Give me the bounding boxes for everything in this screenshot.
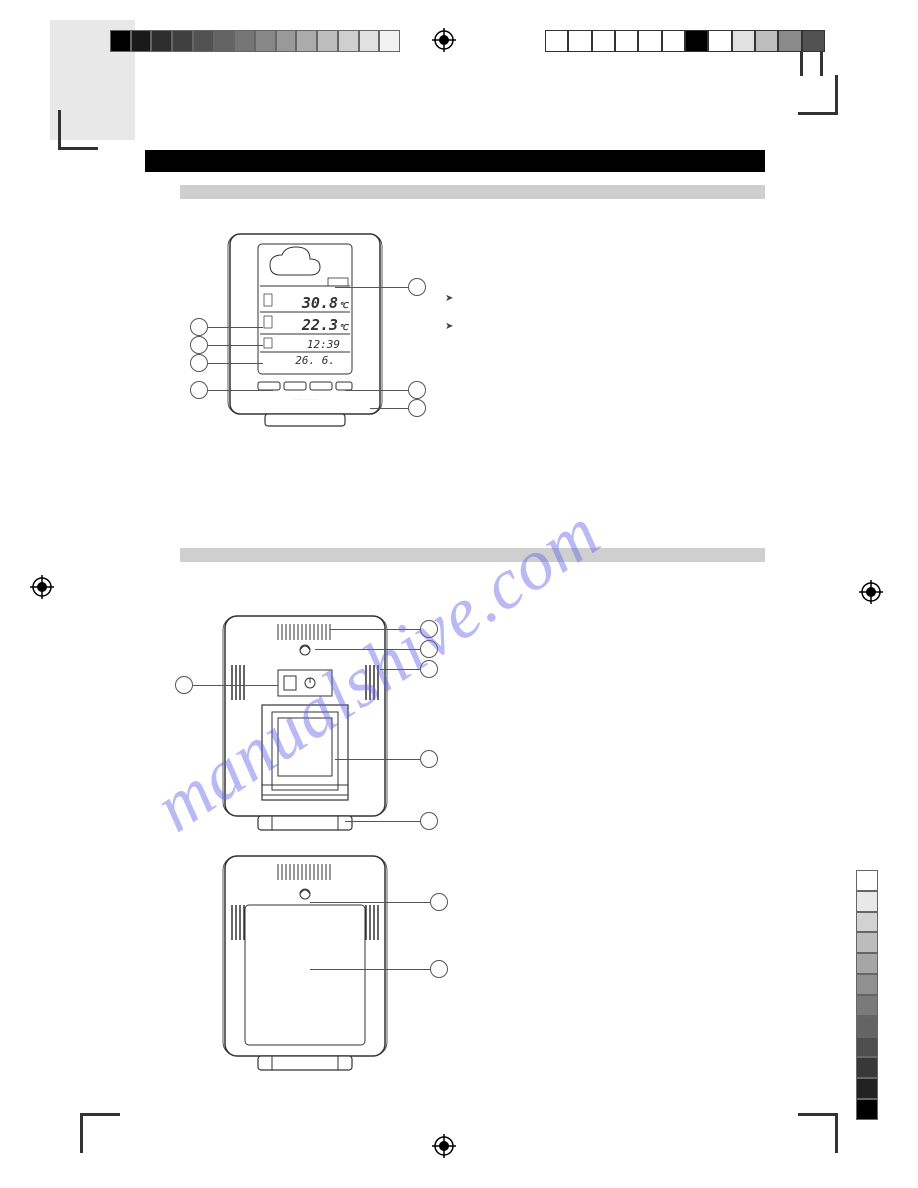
callout-back2-right-1 (430, 893, 448, 911)
gray-swatch (856, 891, 878, 912)
gray-swatch (732, 30, 755, 52)
gray-swatch (317, 30, 338, 52)
callout-line (208, 345, 263, 346)
section-bar-1 (180, 185, 765, 199)
callout-line (208, 363, 263, 364)
gray-swatch (856, 1099, 878, 1120)
callout-line (310, 969, 430, 970)
device-front-view: 30.8 ℃ 22.3 ℃ 12:39 26. 6. . . . . . . .… (210, 230, 405, 430)
gray-swatch (214, 30, 235, 52)
gray-swatch (755, 30, 778, 52)
gray-swatch (856, 912, 878, 933)
crop-mark-tl (58, 110, 98, 150)
callout-line (345, 390, 408, 391)
gray-swatch (110, 30, 131, 52)
gray-swatch (856, 995, 878, 1016)
gray-swatch (592, 30, 615, 52)
callout-front-5 (190, 381, 208, 399)
gray-swatch (802, 30, 825, 52)
gray-swatch (638, 30, 661, 52)
callout-back-right-3 (420, 660, 438, 678)
page-header-bar (145, 150, 765, 172)
display-indoor-temp: 22.3 (301, 316, 338, 334)
callout-back-right-4 (420, 750, 438, 768)
gray-swatch (338, 30, 359, 52)
callout-line (208, 390, 273, 391)
gray-swatch (856, 953, 878, 974)
gray-swatch (379, 30, 400, 52)
display-time: 12:39 (307, 338, 340, 351)
crop-mark-br (798, 1113, 838, 1153)
callout-line (335, 287, 408, 288)
description-text-block: ➤ ➤ (445, 235, 765, 333)
registration-target-right (859, 580, 883, 604)
callout-front-6 (408, 381, 426, 399)
callout-line (380, 669, 420, 670)
display-date: 26. 6. (295, 354, 335, 367)
grayscale-strip-right-vertical (856, 870, 878, 1120)
pointer-icon: ➤ (445, 319, 455, 329)
gray-swatch (359, 30, 380, 52)
gray-swatch (708, 30, 731, 52)
gray-swatch (193, 30, 214, 52)
gray-swatch (856, 1016, 878, 1037)
callout-front-7 (408, 399, 426, 417)
pointer-icon: ➤ (445, 291, 455, 301)
gray-swatch (856, 1057, 878, 1078)
gray-swatch (856, 932, 878, 953)
callout-back-right-1 (420, 620, 438, 638)
svg-text:℃: ℃ (339, 323, 349, 332)
callout-line (315, 649, 420, 650)
gray-swatch (856, 1078, 878, 1099)
device-back-view-open (200, 610, 410, 835)
callout-line (310, 902, 430, 903)
gray-swatch (856, 974, 878, 995)
gray-swatch (255, 30, 276, 52)
registration-target-top (432, 28, 456, 52)
callout-line (370, 408, 408, 409)
crop-mark-tr (798, 75, 838, 115)
gray-swatch (568, 30, 591, 52)
registration-target-bottom (432, 1134, 456, 1158)
gray-swatch (545, 30, 568, 52)
display-outdoor-temp: 30.8 (301, 294, 338, 312)
grayscale-strip-top-left (110, 30, 400, 52)
callout-back-left-1 (175, 676, 193, 694)
callout-back-right-2 (420, 640, 438, 658)
gray-swatch (778, 30, 801, 52)
callout-front-1 (408, 278, 426, 296)
gray-swatch (856, 870, 878, 891)
gray-swatch (856, 1037, 878, 1058)
gray-swatch (615, 30, 638, 52)
callout-front-2 (190, 318, 208, 336)
svg-text:℃: ℃ (339, 301, 349, 310)
callout-line (193, 685, 278, 686)
callout-front-4 (190, 354, 208, 372)
device-back-view-closed (200, 850, 410, 1075)
gray-swatch (172, 30, 193, 52)
callout-line (208, 327, 263, 328)
callout-back-right-5 (420, 812, 438, 830)
grayscale-strip-top-right (545, 30, 825, 52)
gray-swatch (685, 30, 708, 52)
callout-back2-right-2 (430, 960, 448, 978)
crop-mark-bl (80, 1113, 120, 1153)
gray-swatch (662, 30, 685, 52)
section-bar-2 (180, 548, 765, 562)
svg-text:. . . . . . . . . .: . . . . . . . . . . . (293, 396, 316, 401)
gray-swatch (296, 30, 317, 52)
registration-target-left (30, 575, 54, 599)
callout-line (345, 821, 420, 822)
callout-front-3 (190, 336, 208, 354)
gray-swatch (234, 30, 255, 52)
callout-line (330, 629, 420, 630)
gray-swatch (151, 30, 172, 52)
gray-swatch (131, 30, 152, 52)
callout-line (335, 759, 420, 760)
gray-swatch (276, 30, 297, 52)
